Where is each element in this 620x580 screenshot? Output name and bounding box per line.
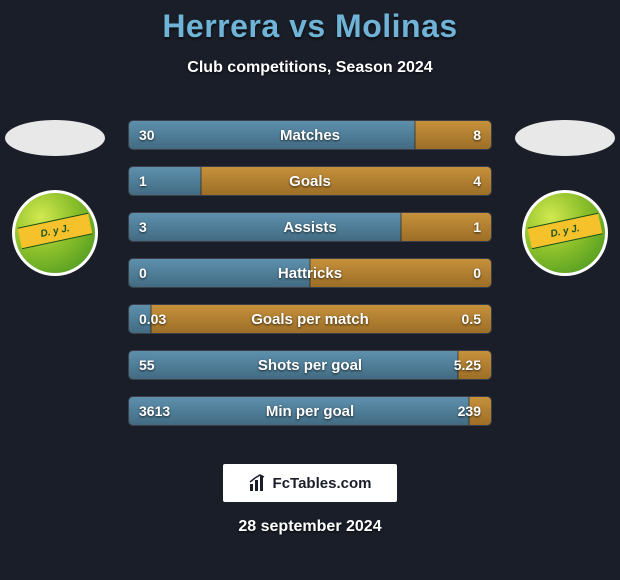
left-side-column: D. y J. [0, 110, 110, 276]
stat-segment-right [201, 167, 491, 195]
stat-segment-left [129, 213, 401, 241]
vs-separator: vs [289, 8, 326, 44]
branding-chart-icon [249, 474, 267, 492]
player-a-name: Herrera [162, 8, 279, 44]
badge-initials: D. y J. [39, 223, 70, 240]
stat-segment-right [469, 397, 491, 425]
stat-segment-left [129, 167, 201, 195]
stat-row: Goals14 [128, 166, 492, 196]
comparison-card: Herrera vs Molinas Club competitions, Se… [0, 0, 620, 580]
right-flag-placeholder [515, 120, 615, 156]
stat-row: Goals per match0.030.5 [128, 304, 492, 334]
date-label: 28 september 2024 [0, 518, 620, 536]
stat-segment-left [129, 259, 310, 287]
stat-segment-left [129, 121, 415, 149]
stat-segment-right [415, 121, 491, 149]
stat-segment-left [129, 351, 458, 379]
stat-segment-left [129, 305, 151, 333]
right-side-column: D. y J. [510, 110, 620, 276]
badge-initials: D. y J. [549, 223, 580, 240]
stat-bars: Matches308 Goals14 Assists31 Hattricks00 Goa… [128, 120, 492, 442]
stat-row: Min per goal3613239 [128, 396, 492, 426]
branding-text: FcTables.com [273, 475, 372, 492]
left-flag-placeholder [5, 120, 105, 156]
stat-segment-right [401, 213, 492, 241]
stat-row: Shots per goal555.25 [128, 350, 492, 380]
subtitle: Club competitions, Season 2024 [0, 59, 620, 77]
right-club-badge: D. y J. [522, 190, 608, 276]
left-club-badge: D. y J. [12, 190, 98, 276]
stat-row: Hattricks00 [128, 258, 492, 288]
stat-segment-right [310, 259, 491, 287]
stat-segment-right [458, 351, 491, 379]
stat-row: Assists31 [128, 212, 492, 242]
player-b-name: Molinas [335, 8, 458, 44]
stat-row: Matches308 [128, 120, 492, 150]
page-title: Herrera vs Molinas [0, 0, 620, 45]
branding-badge: FcTables.com [223, 464, 397, 502]
stat-segment-left [129, 397, 469, 425]
stat-segment-right [151, 305, 491, 333]
